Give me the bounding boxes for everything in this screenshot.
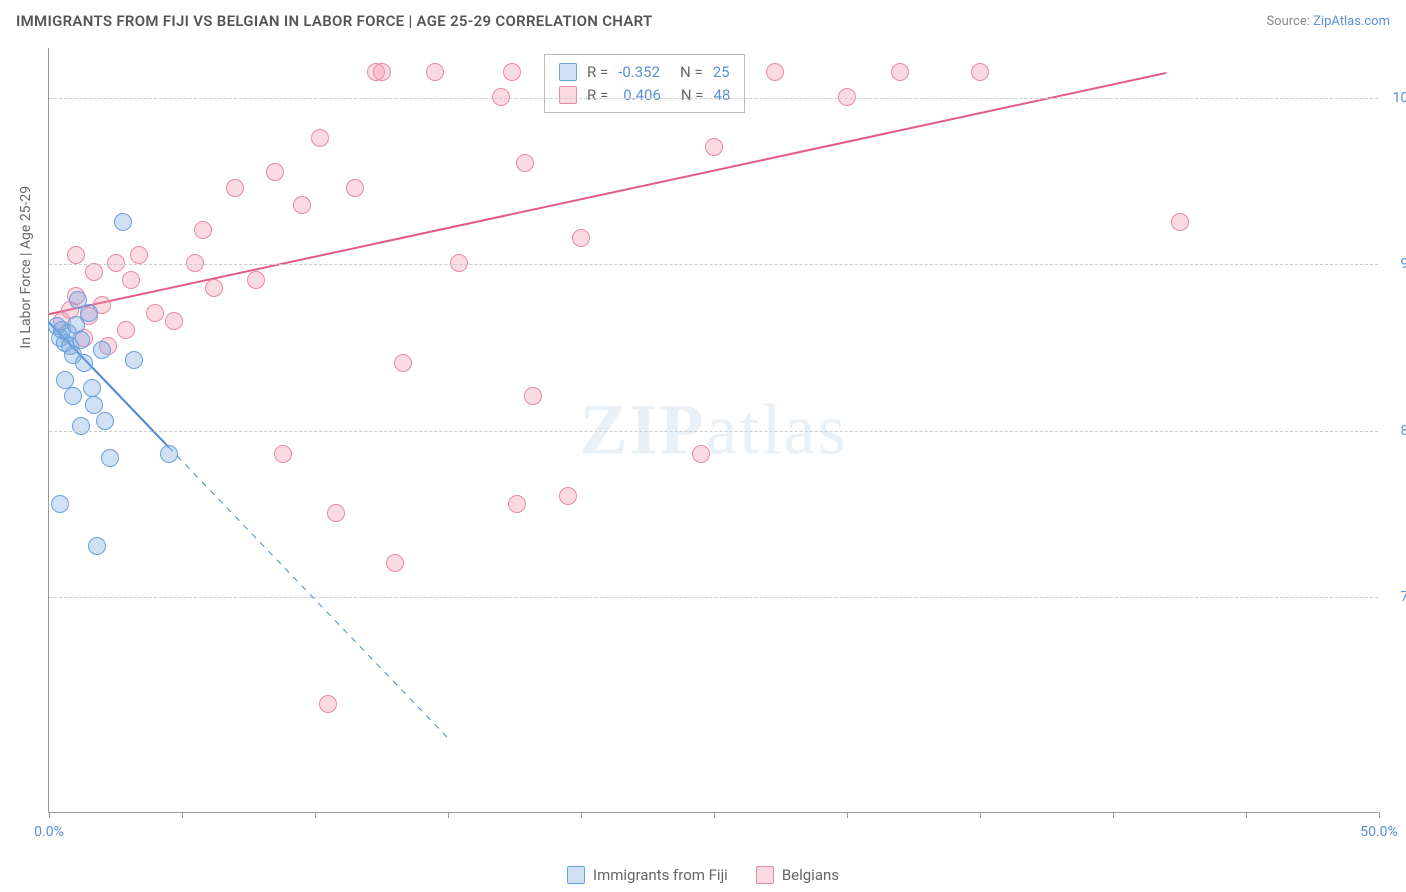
x-tick	[581, 812, 582, 818]
legend-label-1: Immigrants from Fiji	[593, 866, 728, 884]
x-tick	[1113, 812, 1114, 818]
stats-r-label: R =	[587, 61, 608, 84]
data-point	[766, 63, 784, 81]
stats-row-series2: R = 0.406 N = 48	[559, 84, 730, 107]
data-point	[56, 371, 74, 389]
data-point	[319, 695, 337, 713]
stats-row-series1: R = -0.352 N = 25	[559, 61, 730, 84]
data-point	[572, 229, 590, 247]
stats-r-label2: R =	[587, 84, 608, 107]
data-point	[226, 179, 244, 197]
data-point	[80, 304, 98, 322]
legend-square-series2	[559, 86, 577, 104]
stats-n2: 48	[714, 84, 731, 107]
data-point	[93, 341, 111, 359]
chart-title: IMMIGRANTS FROM FIJI VS BELGIAN IN LABOR…	[16, 12, 653, 30]
bottom-legend: Immigrants from Fiji Belgians	[567, 866, 839, 884]
legend-square-icon	[567, 866, 585, 884]
x-tick	[49, 812, 50, 818]
data-point	[146, 304, 164, 322]
data-point	[85, 396, 103, 414]
data-point	[125, 351, 143, 369]
y-axis-label: In Labor Force | Age 25-29	[18, 186, 34, 349]
data-point	[64, 387, 82, 405]
data-point	[75, 354, 93, 372]
y-tick-label: 80.0%	[1386, 423, 1406, 439]
data-point	[247, 271, 265, 289]
data-point	[205, 279, 223, 297]
data-point	[394, 354, 412, 372]
source-label: Source:	[1266, 14, 1309, 29]
data-point	[122, 271, 140, 289]
data-point	[426, 63, 444, 81]
plot-area: ZIPatlas R = -0.352 N = 25 R = 0.406 N =…	[48, 48, 1378, 813]
data-point	[524, 387, 542, 405]
data-point	[891, 63, 909, 81]
data-point	[311, 129, 329, 147]
data-point	[971, 63, 989, 81]
data-point	[373, 63, 391, 81]
data-point	[293, 196, 311, 214]
x-tick	[714, 812, 715, 818]
legend-item-series1: Immigrants from Fiji	[567, 866, 728, 884]
stats-n1: 25	[713, 61, 730, 84]
x-tick	[980, 812, 981, 818]
stats-legend: R = -0.352 N = 25 R = 0.406 N = 48	[544, 54, 745, 113]
gridline	[49, 98, 1378, 99]
data-point	[559, 487, 577, 505]
data-point	[266, 163, 284, 181]
chart-source: Source: ZipAtlas.com	[1266, 14, 1390, 29]
data-point	[327, 504, 345, 522]
data-point	[705, 138, 723, 156]
x-tick	[182, 812, 183, 818]
x-tick	[1246, 812, 1247, 818]
x-tick	[315, 812, 316, 818]
data-point	[386, 554, 404, 572]
legend-square-series1	[559, 63, 577, 81]
data-point	[114, 213, 132, 231]
data-point	[101, 449, 119, 467]
data-point	[85, 263, 103, 281]
data-point	[96, 412, 114, 430]
data-point	[503, 63, 521, 81]
data-point	[88, 537, 106, 555]
data-point	[508, 495, 526, 513]
data-point	[51, 495, 69, 513]
legend-square-icon	[756, 866, 774, 884]
y-tick-label: 70.0%	[1386, 589, 1406, 605]
data-point	[1171, 213, 1189, 231]
y-tick-label: 100.0%	[1386, 90, 1406, 106]
x-tick-label: 0.0%	[34, 824, 64, 840]
gridline	[49, 597, 1378, 598]
legend-item-series2: Belgians	[756, 866, 839, 884]
data-point	[160, 445, 178, 463]
gridline	[49, 431, 1378, 432]
data-point	[165, 312, 183, 330]
data-point	[194, 221, 212, 239]
data-point	[117, 321, 135, 339]
source-link[interactable]: ZipAtlas.com	[1313, 14, 1390, 29]
x-tick-label: 50.0%	[1360, 824, 1398, 840]
x-tick	[448, 812, 449, 818]
data-point	[83, 379, 101, 397]
chart-header: IMMIGRANTS FROM FIJI VS BELGIAN IN LABOR…	[0, 0, 1406, 42]
stats-n-label2: N =	[681, 84, 704, 107]
data-point	[346, 179, 364, 197]
stats-r2: 0.406	[623, 84, 661, 107]
data-point	[72, 417, 90, 435]
data-point	[72, 331, 90, 349]
stats-n-label: N =	[680, 61, 703, 84]
x-tick	[1379, 812, 1380, 818]
x-tick	[847, 812, 848, 818]
data-point	[692, 445, 710, 463]
gridline	[49, 264, 1378, 265]
y-tick-label: 90.0%	[1386, 256, 1406, 272]
data-point	[130, 246, 148, 264]
stats-r1: -0.352	[618, 61, 660, 84]
data-point	[516, 154, 534, 172]
legend-label-2: Belgians	[782, 866, 839, 884]
data-point	[67, 246, 85, 264]
data-point	[274, 445, 292, 463]
